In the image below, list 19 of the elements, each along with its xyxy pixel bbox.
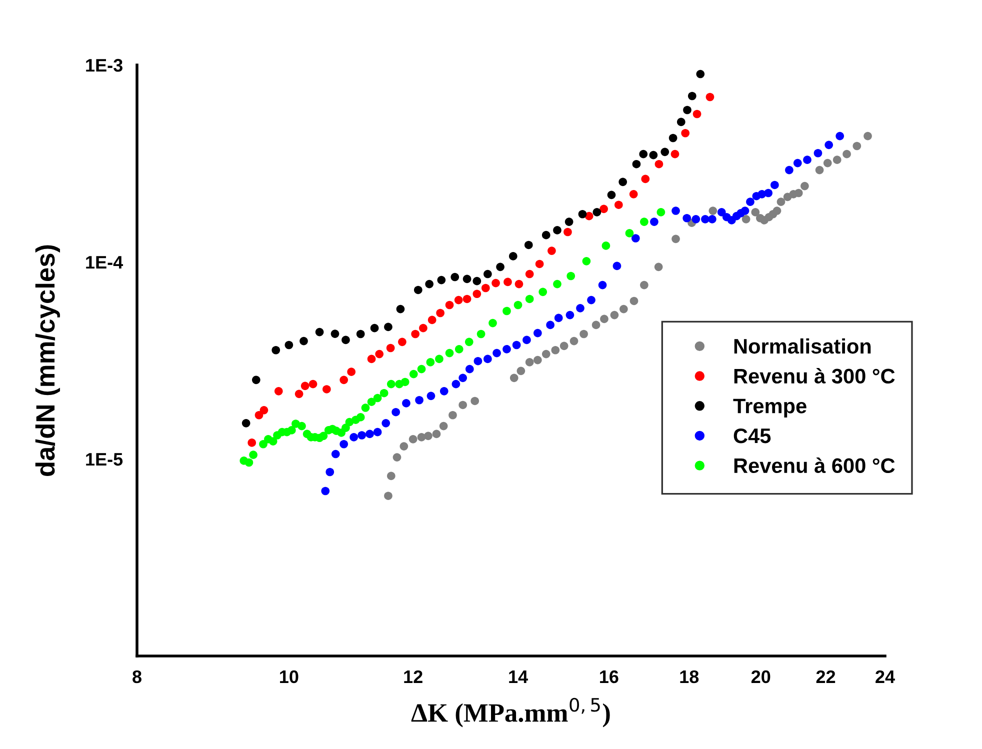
x-tick-label: 8: [132, 670, 142, 684]
x-tick-label: 24: [876, 670, 895, 683]
legend-label: C45: [734, 428, 771, 444]
y-axis-title: da/dN (mm/cycles): [35, 245, 60, 476]
legend-label: Normalisation: [734, 338, 871, 354]
x-axis-title: ΔK (MPa.mm$^{0,5}$): [411, 698, 610, 728]
y-tick-label: 1E-3: [86, 58, 122, 72]
x-tick-label: 20: [751, 670, 770, 684]
x-tick-label: 14: [509, 670, 528, 683]
legend-label: Revenu à 600 °C: [734, 458, 895, 474]
y-tick-label: 1E-4: [86, 256, 124, 269]
legend-label: Trempe: [733, 398, 806, 418]
x-tick-label: 12: [404, 670, 422, 683]
y-tick-label: 1E-5: [86, 453, 123, 466]
legend-label: Revenu à 300 °C: [734, 368, 895, 384]
x-tick-label: 10: [280, 670, 298, 684]
x-tick-label: 16: [600, 670, 618, 684]
x-tick-label: 18: [680, 670, 699, 684]
x-tick-label: 22: [816, 670, 836, 683]
